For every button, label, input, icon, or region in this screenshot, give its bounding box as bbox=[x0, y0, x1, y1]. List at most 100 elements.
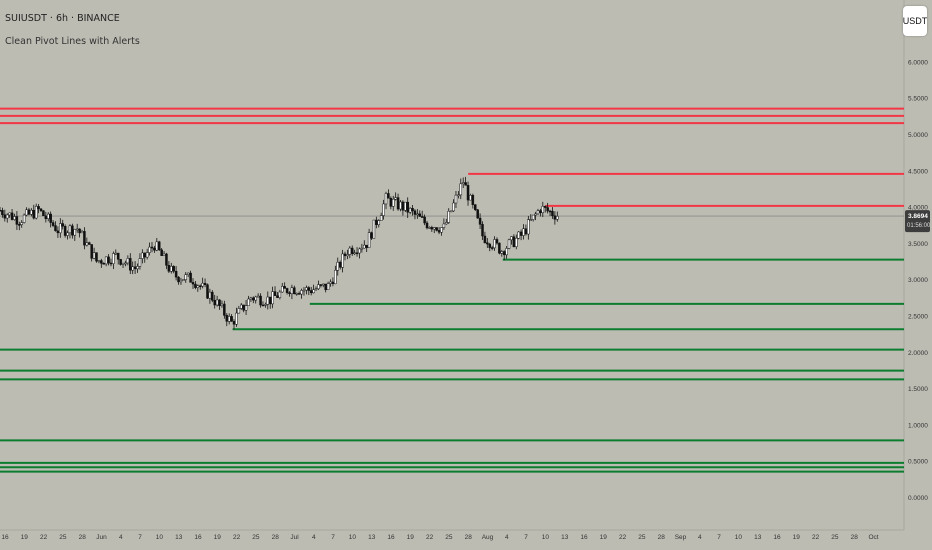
candle-body bbox=[399, 201, 402, 210]
candle-body bbox=[305, 287, 308, 291]
candle-body bbox=[157, 241, 161, 251]
candle-body bbox=[326, 283, 330, 290]
candle-body bbox=[481, 224, 484, 237]
candle-body bbox=[490, 247, 494, 249]
candle-body bbox=[179, 279, 183, 283]
candle-body bbox=[488, 243, 491, 248]
candle-body bbox=[353, 252, 356, 255]
candle-body bbox=[196, 285, 200, 288]
candle-body bbox=[531, 214, 535, 220]
candle-body bbox=[319, 284, 323, 286]
candle-body bbox=[206, 284, 209, 299]
x-tick-label: 28 bbox=[79, 534, 87, 541]
candle-body bbox=[408, 208, 412, 213]
candle-body bbox=[437, 230, 441, 233]
candle-body bbox=[160, 249, 163, 256]
candle-body bbox=[42, 210, 45, 217]
x-tick-label: 22 bbox=[426, 534, 434, 541]
candle-body bbox=[78, 228, 81, 234]
x-tick-label: 28 bbox=[658, 534, 666, 541]
y-tick-label: 5.5000 bbox=[908, 96, 928, 103]
candle-body bbox=[20, 222, 23, 225]
candle-body bbox=[88, 242, 91, 245]
candle-body bbox=[68, 225, 72, 234]
x-tick-label: 22 bbox=[619, 534, 627, 541]
candle-body bbox=[541, 206, 545, 214]
candle-body bbox=[375, 219, 378, 225]
candle-body bbox=[63, 225, 67, 236]
candle-body bbox=[240, 304, 243, 309]
y-tick-label: 2.0000 bbox=[908, 350, 928, 357]
candle-body bbox=[365, 244, 368, 248]
candle-body bbox=[309, 290, 313, 294]
x-tick-label: 4 bbox=[119, 534, 123, 541]
candle-body bbox=[486, 242, 489, 245]
candle-body bbox=[244, 305, 248, 311]
candle-body bbox=[546, 207, 549, 212]
candle-body bbox=[56, 230, 60, 234]
candle-body bbox=[189, 272, 192, 283]
candle-body bbox=[430, 227, 434, 230]
x-tick-label: 22 bbox=[812, 534, 820, 541]
candle-body bbox=[343, 253, 347, 257]
candle-body bbox=[264, 304, 267, 306]
candle-body bbox=[334, 269, 337, 284]
candle-body bbox=[428, 227, 431, 229]
currency-button[interactable]: USDT bbox=[903, 6, 927, 36]
candle-body bbox=[27, 209, 31, 215]
candle-body bbox=[297, 293, 301, 295]
candle-body bbox=[25, 209, 28, 216]
x-tick-label: 28 bbox=[465, 534, 473, 541]
candle-body bbox=[32, 209, 36, 219]
x-tick-label: Jun bbox=[96, 534, 107, 541]
candle-body bbox=[150, 246, 154, 249]
candle-body bbox=[271, 291, 274, 305]
candle-body bbox=[203, 282, 207, 285]
candle-body bbox=[476, 209, 479, 219]
candle-body bbox=[182, 279, 185, 281]
candle-body bbox=[104, 256, 108, 265]
candle-body bbox=[394, 197, 397, 200]
symbol-title[interactable]: SUIUSDT · 6h · BINANCE bbox=[5, 13, 120, 24]
candle-body bbox=[22, 214, 26, 223]
candle-body bbox=[505, 248, 508, 256]
candle-body bbox=[121, 262, 125, 265]
candle-body bbox=[384, 193, 388, 205]
candle-body bbox=[548, 210, 552, 213]
x-tick-label: 4 bbox=[312, 534, 316, 541]
x-tick-label: 28 bbox=[851, 534, 859, 541]
x-tick-label: 19 bbox=[407, 534, 415, 541]
candle-body bbox=[252, 297, 255, 301]
candle-body bbox=[348, 247, 352, 255]
candle-body bbox=[471, 195, 475, 205]
candle-body bbox=[302, 289, 306, 292]
candle-body bbox=[404, 201, 407, 211]
indicator-name[interactable]: Clean Pivot Lines with Alerts bbox=[5, 36, 140, 47]
countdown-label: 01:56:00 bbox=[907, 223, 931, 229]
candle-body bbox=[493, 239, 496, 249]
candle-body bbox=[218, 299, 221, 307]
candle-body bbox=[411, 208, 414, 212]
candle-body bbox=[536, 210, 540, 215]
candle-body bbox=[363, 244, 366, 249]
candle-body bbox=[112, 253, 115, 264]
x-tick-label: 19 bbox=[214, 534, 222, 541]
candle-body bbox=[54, 225, 57, 232]
candle-body bbox=[268, 296, 272, 305]
x-tick-label: 28 bbox=[272, 534, 280, 541]
candle-body bbox=[295, 293, 298, 295]
candle-body bbox=[153, 247, 156, 251]
candle-body bbox=[230, 316, 233, 322]
candle-body bbox=[459, 183, 463, 196]
y-tick-label: 1.5000 bbox=[908, 386, 928, 393]
candle-body bbox=[515, 237, 518, 247]
candle-body bbox=[556, 216, 559, 220]
candle-body bbox=[201, 282, 204, 287]
candle-body bbox=[510, 236, 513, 241]
candle-body bbox=[100, 260, 103, 264]
candle-body bbox=[307, 287, 311, 291]
x-tick-label: 4 bbox=[505, 534, 509, 541]
candle-body bbox=[165, 253, 168, 266]
candle-body bbox=[232, 321, 236, 325]
